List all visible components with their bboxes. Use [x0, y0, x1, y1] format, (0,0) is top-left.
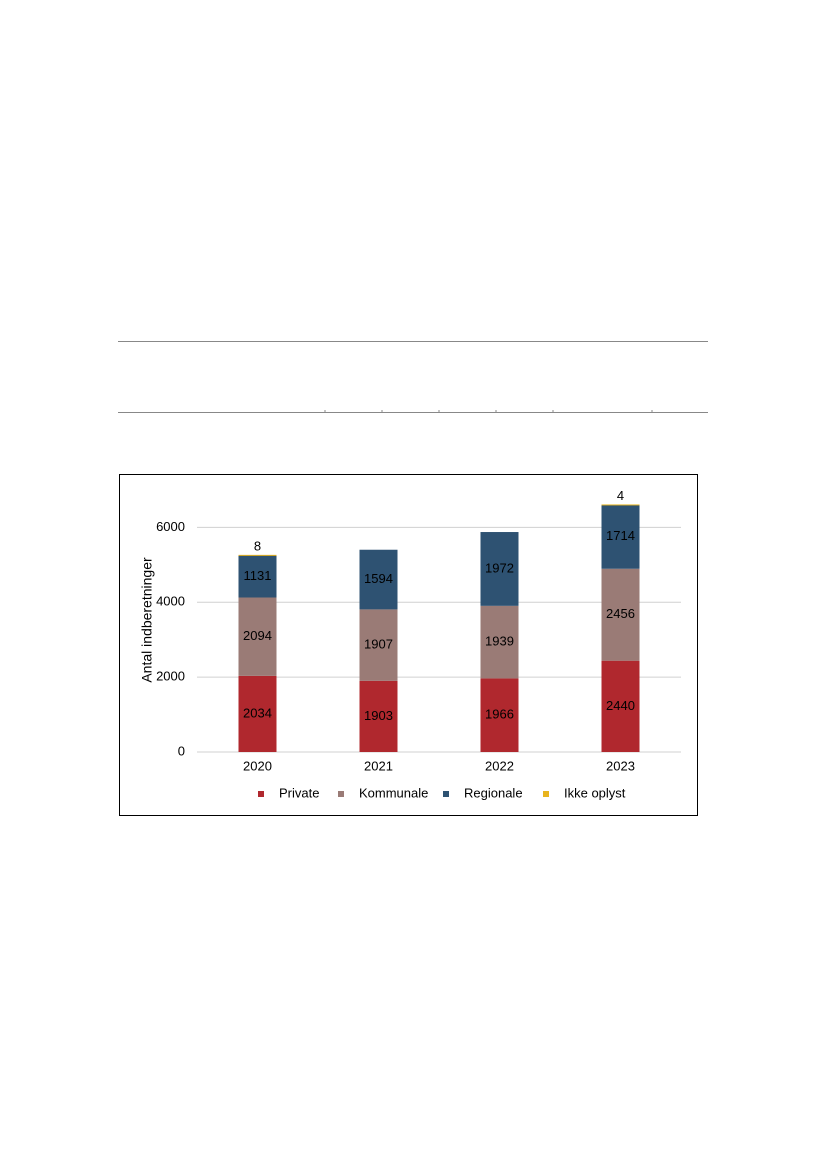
data-label: 2034: [243, 705, 272, 720]
data-label: 4: [617, 488, 624, 503]
y-tick-label: 2000: [156, 669, 185, 684]
chart-frame: [119, 474, 698, 816]
bar-segment: [601, 504, 640, 506]
y-axis-label: Antal indberetninger: [139, 557, 155, 683]
data-label: 1907: [364, 637, 393, 652]
table-column-ticks: [324, 410, 653, 413]
legend-label: Regionale: [464, 785, 523, 800]
data-label: 2440: [606, 698, 635, 713]
legend-label: Kommunale: [359, 785, 428, 800]
bar-segment: [359, 549, 398, 610]
y-tick-label: 6000: [156, 519, 185, 534]
data-label: 1972: [485, 560, 514, 575]
bar-segment: [359, 680, 398, 752]
legend-marker: [543, 791, 549, 797]
bar-segment: [480, 678, 519, 752]
bar-segment: [601, 504, 640, 569]
bar-segment: [480, 532, 519, 606]
bar-segment: [238, 597, 277, 676]
legend-marker: [443, 791, 449, 797]
x-tick-label: 2022: [485, 758, 514, 773]
bar-segment: [601, 568, 640, 661]
y-tick-label: 4000: [156, 594, 185, 609]
bar-segment: [238, 555, 277, 598]
x-tick-label: 2023: [606, 758, 635, 773]
data-label: 1131: [244, 568, 272, 583]
data-label: 1714: [606, 528, 635, 543]
data-label: 2456: [606, 606, 635, 621]
bar-segment: [601, 660, 640, 752]
bar-segment: [480, 605, 519, 679]
legend-label: Ikke oplyst: [564, 785, 626, 800]
legend-marker: [338, 791, 344, 797]
data-label: 1903: [364, 708, 393, 723]
x-tick-label: 2021: [364, 758, 393, 773]
bar-segment: [238, 675, 277, 752]
data-label: 1966: [485, 707, 514, 722]
bar-segment: [359, 609, 398, 681]
data-label: 1939: [485, 634, 514, 649]
legend-label: Private: [279, 785, 319, 800]
data-label: 8: [254, 538, 261, 553]
data-label: 1594: [364, 571, 393, 586]
bar-segment: [238, 554, 277, 556]
data-label: 2094: [243, 628, 272, 643]
legend-marker: [258, 791, 264, 797]
x-tick-label: 2020: [243, 758, 272, 773]
y-tick-label: 0: [178, 743, 185, 758]
